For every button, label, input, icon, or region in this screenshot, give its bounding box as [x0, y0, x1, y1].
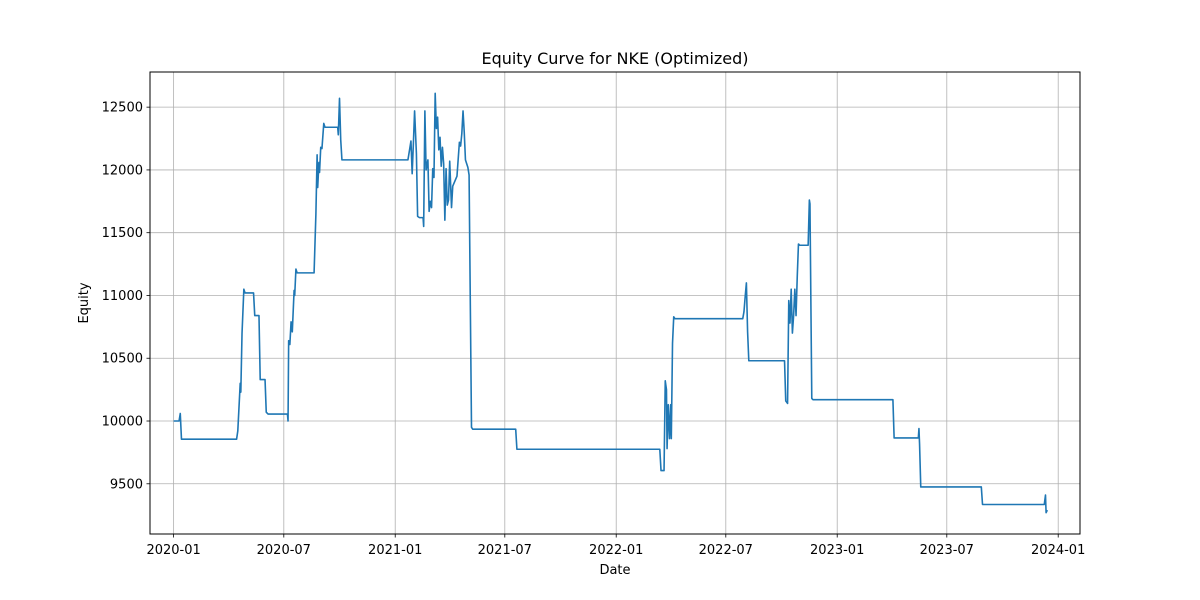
x-axis-label: Date	[599, 563, 630, 578]
chart-title: Equity Curve for NKE (Optimized)	[481, 49, 748, 68]
y-tick-label: 10500	[102, 352, 143, 367]
x-tick-label: 2023-07	[920, 543, 974, 558]
y-tick-label: 9500	[110, 477, 143, 492]
x-tick-label: 2020-01	[146, 543, 200, 558]
x-tick-label: 2022-07	[699, 543, 753, 558]
grid	[150, 72, 1080, 534]
x-tick-label: 2020-07	[257, 543, 311, 558]
x-tick-label: 2024-01	[1031, 543, 1085, 558]
plot-frame	[149, 71, 1081, 535]
y-tick-label: 10000	[102, 415, 143, 430]
y-tick-label: 12500	[102, 101, 143, 116]
x-axis: 2020-01 2020-07 2021-01 2021-07 2022-01 2022-…	[146, 534, 1085, 558]
equity-line	[173, 92, 1049, 514]
series-layer	[173, 92, 1049, 514]
y-axis-label: Equity	[77, 282, 92, 323]
y-tick-label: 12000	[102, 163, 143, 178]
x-tick-label: 2021-07	[478, 543, 532, 558]
y-tick-label: 11500	[102, 226, 143, 241]
y-tick-label: 11000	[102, 289, 143, 304]
y-axis: 9500 10000 10500 11000 11500 12000 12500	[102, 101, 150, 492]
x-tick-label: 2023-01	[810, 543, 864, 558]
x-tick-label: 2022-01	[589, 543, 643, 558]
x-tick-label: 2021-01	[368, 543, 422, 558]
